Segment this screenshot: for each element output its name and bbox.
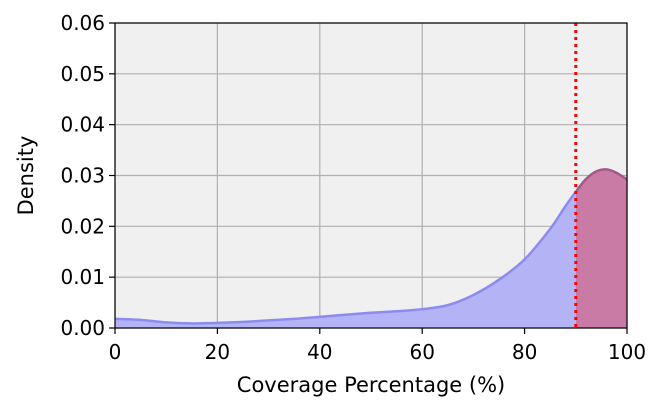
x-tick-label: 0: [109, 340, 122, 364]
density-area: [115, 191, 576, 328]
y-axis-ticks: 0.00 0.01 0.02 0.03 0.04 0.05 0.06: [60, 11, 115, 340]
density-series: [115, 168, 627, 328]
y-tick-label: 0.05: [60, 62, 105, 86]
y-tick-label: 0.02: [60, 214, 105, 238]
y-tick-label: 0.06: [60, 11, 105, 35]
y-tick-label: 0.01: [60, 265, 105, 289]
x-tick-label: 80: [512, 340, 537, 364]
density-area-highlight: [575, 169, 627, 328]
x-axis-ticks: 0 20 40 60 80 100: [109, 328, 646, 364]
y-axis-label: Density: [14, 136, 38, 216]
density-line: [115, 189, 576, 325]
x-tick-label: 20: [205, 340, 230, 364]
density-line-highlight: [575, 168, 627, 194]
y-tick-label: 0.03: [60, 164, 105, 188]
x-axis-label: Coverage Percentage (%): [237, 373, 505, 397]
y-tick-label: 0.04: [60, 113, 105, 137]
x-tick-label: 100: [608, 340, 646, 364]
x-tick-label: 40: [307, 340, 332, 364]
x-tick-label: 60: [409, 340, 434, 364]
y-tick-label: 0.00: [60, 316, 105, 340]
